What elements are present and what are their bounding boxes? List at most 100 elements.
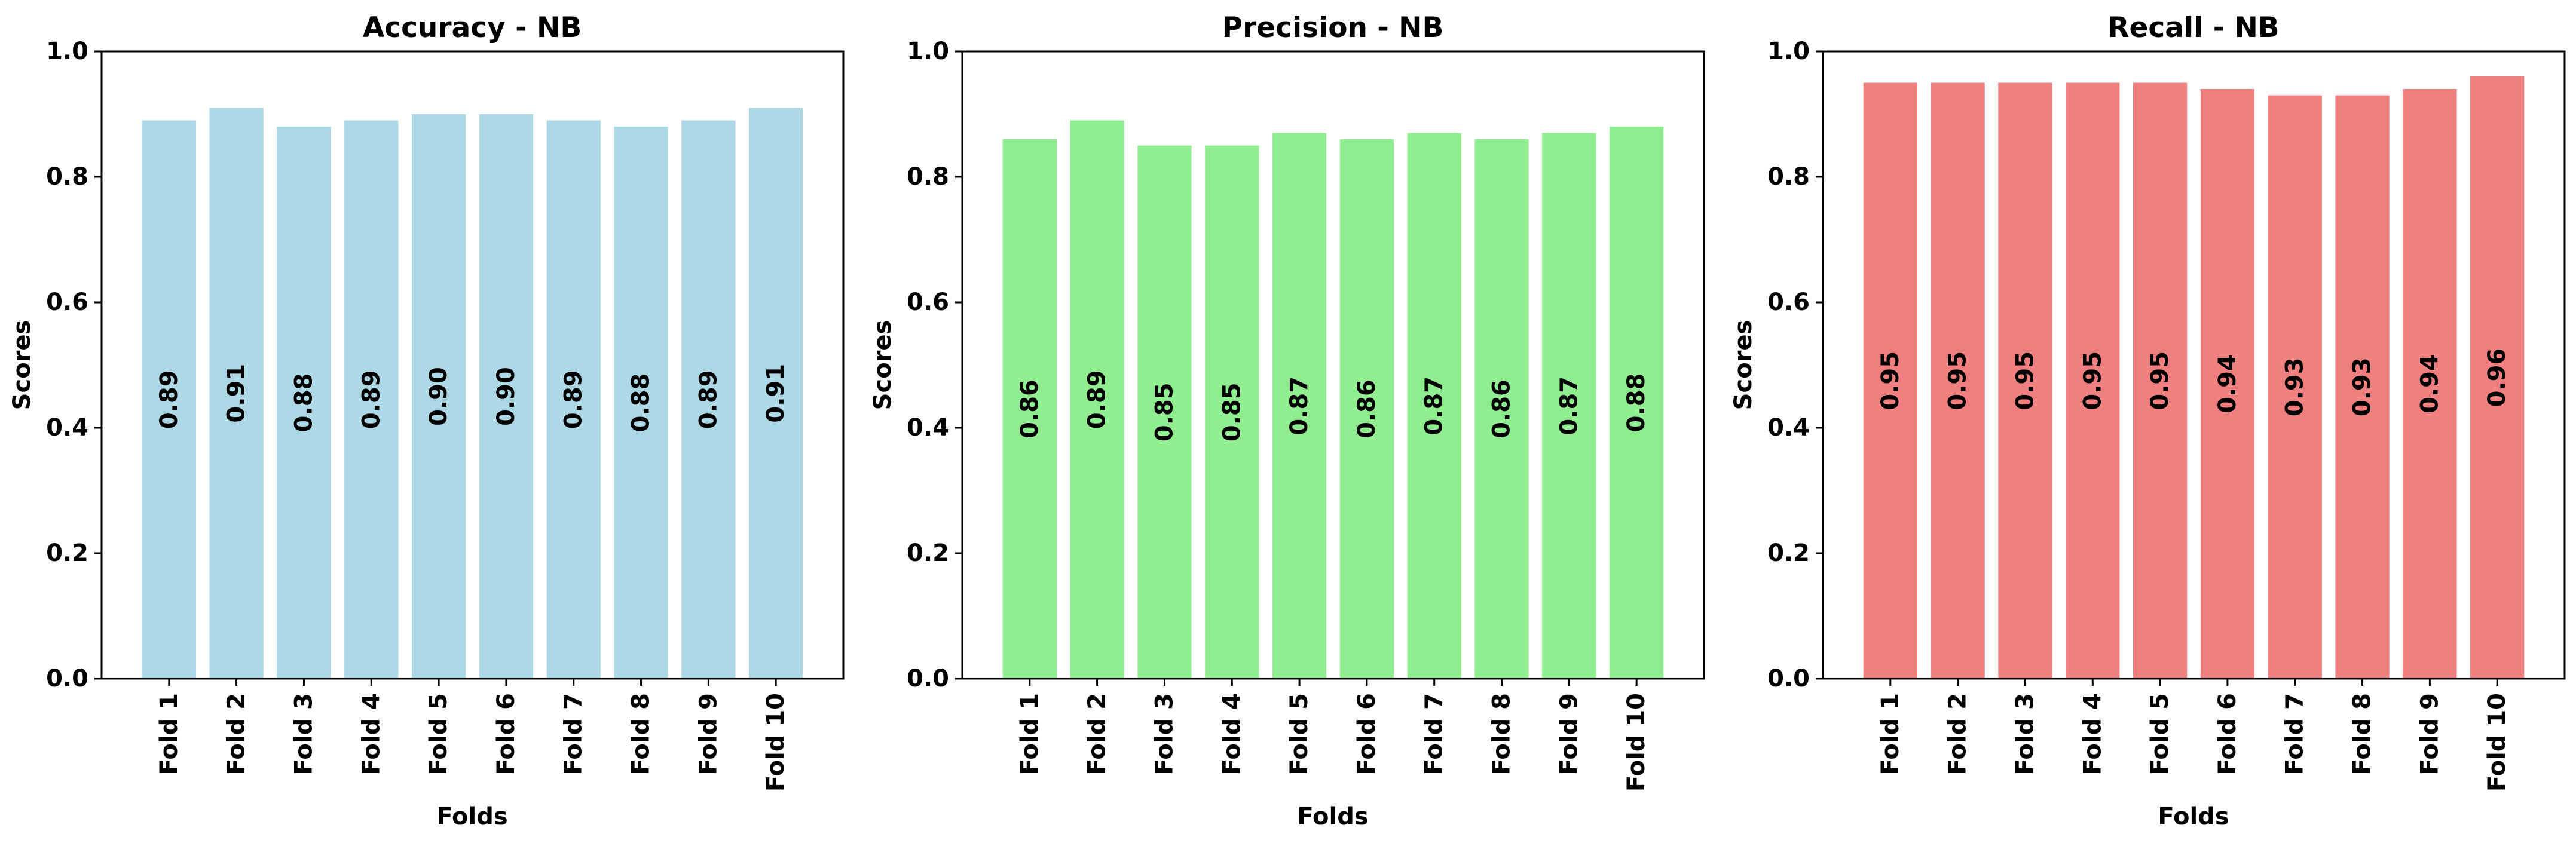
bar xyxy=(1339,139,1394,679)
bar-value-label: 0.87 xyxy=(1421,376,1448,436)
bar xyxy=(1002,139,1057,679)
bar xyxy=(344,120,399,679)
x-axis-label: Folds xyxy=(1297,803,1368,830)
bar-value-label: 0.89 xyxy=(1084,370,1111,429)
chart-title: Precision - NB xyxy=(1222,11,1444,44)
bar xyxy=(2268,95,2322,679)
bar xyxy=(1998,82,2052,679)
bar-value-label: 0.93 xyxy=(2281,357,2309,416)
x-tick-label: Fold 2 xyxy=(1084,693,1111,775)
y-tick-label: 0.6 xyxy=(1767,289,1810,316)
bar-value-label: 0.95 xyxy=(2079,351,2106,410)
bar-value-label: 0.90 xyxy=(425,367,452,426)
y-tick-label: 1.0 xyxy=(1767,38,1810,65)
bar-value-label: 0.89 xyxy=(560,370,588,429)
accuracy-chart: Accuracy - NB Scores Folds 0.89 0.91 0.88 0… xyxy=(8,11,845,830)
bar xyxy=(749,108,803,679)
y-tick-label: 0.4 xyxy=(1767,414,1810,442)
y-tick-label: 0.8 xyxy=(46,163,88,191)
bar-value-label: 0.88 xyxy=(290,373,317,433)
bar-value-label: 0.89 xyxy=(695,370,722,429)
y-tick-label: 0.2 xyxy=(46,539,88,567)
y-tick-label: 0.4 xyxy=(46,414,88,442)
y-axis-label: Scores xyxy=(1730,320,1757,410)
y-tick-label: 0.8 xyxy=(907,163,949,191)
bar-value-label: 0.86 xyxy=(1353,379,1381,439)
x-tick-label: Fold 6 xyxy=(2214,693,2241,775)
plot-frame xyxy=(1822,50,2566,680)
bar xyxy=(1931,82,1985,679)
y-ticks: 0.0 0.2 0.4 0.6 0.8 1.0 xyxy=(1767,38,1823,692)
x-tick-label: Fold 8 xyxy=(628,693,655,775)
x-tick-label: Fold 9 xyxy=(1555,693,1583,775)
bar xyxy=(479,114,534,679)
x-axis-label: Folds xyxy=(436,803,507,830)
y-tick-label: 0.8 xyxy=(1767,163,1810,191)
bar xyxy=(1407,133,1461,679)
x-ticks: Fold 1 Fold 2 Fold 3 Fold 4 Fold 5 Fold 6 Fold… xyxy=(155,679,790,792)
bar xyxy=(209,108,264,679)
x-tick-label: Fold 3 xyxy=(2011,693,2039,775)
x-tick-label: Fold 3 xyxy=(1151,693,1178,775)
bar xyxy=(1610,127,1664,679)
bar xyxy=(277,127,331,679)
bar-value-label: 0.87 xyxy=(1286,376,1313,436)
x-tick-label: Fold 6 xyxy=(492,693,520,775)
bar xyxy=(411,114,466,679)
x-tick-label: Fold 7 xyxy=(1421,693,1448,775)
x-tick-label: Fold 4 xyxy=(357,693,385,775)
bar-value-label: 0.91 xyxy=(762,364,790,423)
x-tick-label: Fold 2 xyxy=(223,693,250,775)
bar-value-label: 0.96 xyxy=(2483,348,2511,407)
value-labels: 0.95 0.95 0.95 0.95 0.95 0.94 0.93 0.93 0.94 0.96 xyxy=(1877,348,2511,416)
bar xyxy=(1863,82,1917,679)
bar xyxy=(1474,139,1529,679)
bar xyxy=(2200,89,2255,679)
bar xyxy=(1205,145,1259,679)
x-tick-label: Fold 10 xyxy=(2483,693,2511,792)
x-tick-label: Fold 1 xyxy=(155,693,183,775)
bar xyxy=(2335,95,2390,679)
bar xyxy=(2403,89,2457,679)
bar xyxy=(2133,82,2188,679)
bars xyxy=(1002,120,1664,679)
x-tick-label: Fold 7 xyxy=(560,693,588,775)
y-axis-label: Scores xyxy=(869,320,897,410)
y-tick-label: 0.6 xyxy=(46,289,88,316)
y-tick-label: 0.2 xyxy=(1767,539,1810,567)
x-tick-label: Fold 9 xyxy=(695,693,722,775)
x-tick-label: Fold 5 xyxy=(2146,693,2174,775)
bars xyxy=(142,108,803,679)
bar-value-label: 0.86 xyxy=(1488,379,1516,439)
bar-value-label: 0.91 xyxy=(223,364,250,423)
x-tick-label: Fold 2 xyxy=(1944,693,1972,775)
bar xyxy=(1272,133,1327,679)
x-axis-label: Folds xyxy=(2158,803,2229,830)
x-tick-label: Fold 8 xyxy=(2349,693,2376,775)
x-tick-label: Fold 5 xyxy=(1286,693,1313,775)
bar xyxy=(2470,76,2525,679)
x-ticks: Fold 1 Fold 2 Fold 3 Fold 4 Fold 5 Fold 6 Fold… xyxy=(1016,679,1650,792)
y-ticks: 0.0 0.2 0.4 0.6 0.8 1.0 xyxy=(46,38,102,692)
bar-value-label: 0.85 xyxy=(1218,382,1246,442)
bar-value-label: 0.89 xyxy=(155,370,183,429)
y-tick-label: 0.4 xyxy=(907,414,949,442)
y-ticks: 0.0 0.2 0.4 0.6 0.8 1.0 xyxy=(907,38,962,692)
value-labels: 0.89 0.91 0.88 0.89 0.90 0.90 0.89 0.88 0.89 0.91 xyxy=(155,364,790,432)
bar-value-label: 0.95 xyxy=(1944,351,1972,410)
y-tick-label: 1.0 xyxy=(46,38,88,65)
recall-chart: Recall - NB Scores Folds 0.95 0.95 0.95 0.9… xyxy=(1730,11,2566,830)
bar xyxy=(1137,145,1192,679)
x-tick-label: Fold 3 xyxy=(290,693,317,775)
plot-frame xyxy=(100,50,845,680)
bar-value-label: 0.95 xyxy=(2011,351,2039,410)
bar xyxy=(142,120,196,679)
y-tick-label: 0.2 xyxy=(907,539,949,567)
plot-frame xyxy=(961,50,1705,680)
chart-title: Recall - NB xyxy=(2107,11,2279,44)
bar xyxy=(1542,133,1596,679)
x-tick-label: Fold 4 xyxy=(1218,693,1246,775)
x-tick-label: Fold 6 xyxy=(1353,693,1381,775)
bar-value-label: 0.94 xyxy=(2214,354,2241,413)
